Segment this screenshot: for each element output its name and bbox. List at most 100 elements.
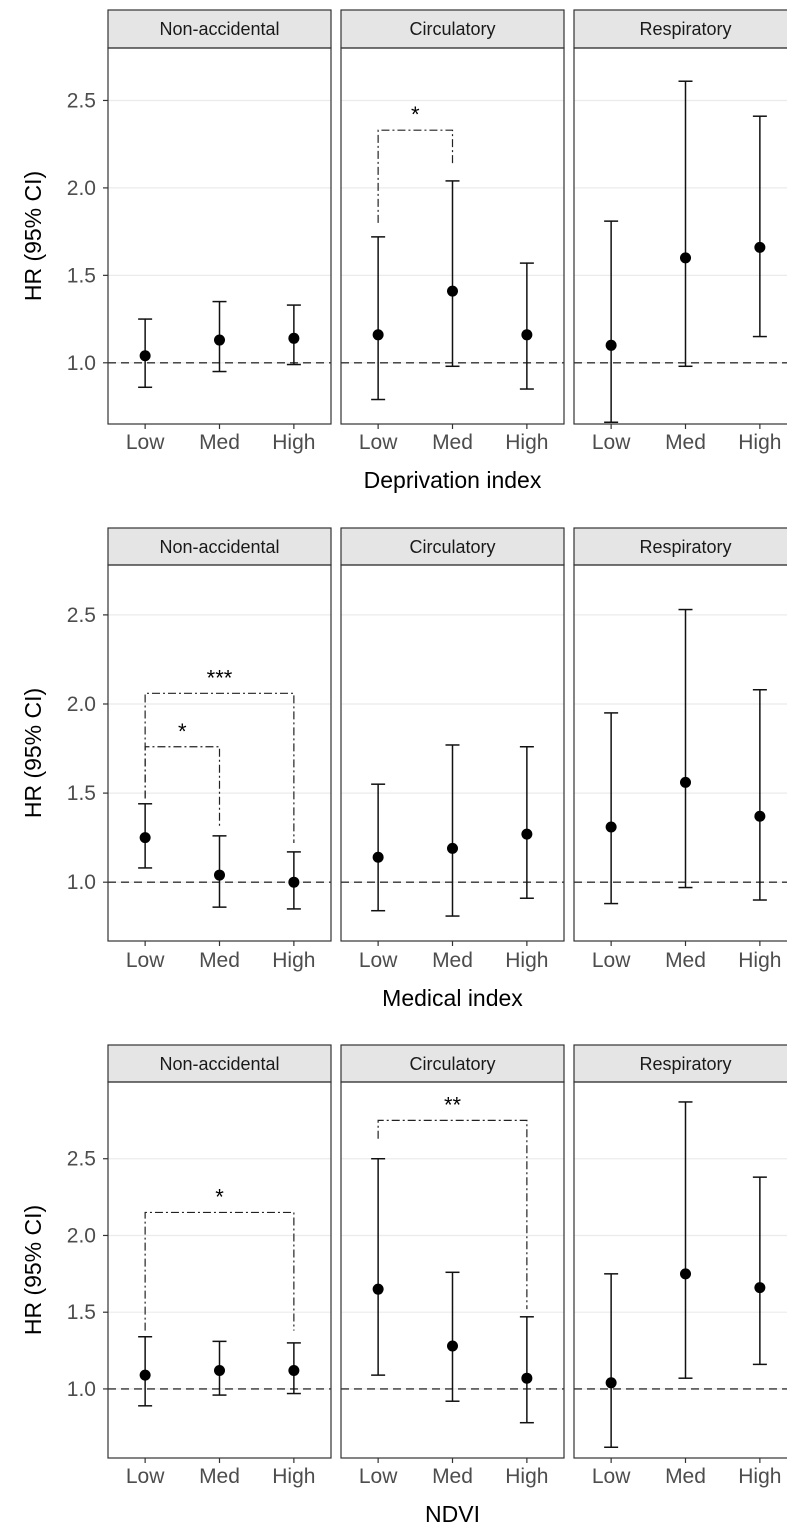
x-tick-label: Med [665, 431, 706, 454]
x-tick-label: Med [199, 431, 240, 454]
facet-title: Circulatory [409, 1054, 495, 1074]
x-axis-title: Medical index [382, 985, 523, 1011]
facet-title: Circulatory [409, 19, 495, 39]
y-axis-title: HR (95% CI) [20, 688, 46, 818]
facet-title: Respiratory [639, 1054, 731, 1074]
x-tick-label: Low [359, 1465, 398, 1488]
point-estimate [288, 332, 300, 344]
x-tick-label: Low [592, 949, 631, 972]
point-estimate [447, 1340, 458, 1352]
significance-label: ** [444, 1092, 462, 1117]
facet-title: Non-accidental [159, 537, 279, 557]
point-estimate [521, 828, 533, 840]
point-estimate [447, 285, 458, 297]
x-tick-label: High [505, 949, 548, 972]
significance-bracket [377, 1119, 528, 1310]
panel-border [573, 564, 787, 942]
point-estimate [605, 821, 617, 833]
facet-strip [573, 1044, 787, 1083]
x-tick-label: Low [126, 1465, 165, 1488]
point-estimate [372, 851, 384, 863]
point-estimate [139, 832, 151, 844]
point-estimate [214, 1365, 225, 1377]
y-tick-label: 2.0 [67, 177, 96, 200]
point-estimate [605, 339, 617, 351]
facet-strip [107, 9, 332, 49]
y-axis-title: HR (95% CI) [20, 171, 46, 301]
facet-title: Respiratory [639, 537, 731, 557]
significance-label: * [178, 719, 187, 744]
significance-bracket [144, 692, 295, 843]
y-tick-label: 1.0 [67, 1378, 96, 1401]
point-estimate [521, 329, 533, 341]
significance-bracket [144, 1211, 295, 1331]
point-estimate [288, 1365, 300, 1377]
point-estimate [605, 1377, 617, 1389]
facet-title: Respiratory [639, 19, 731, 39]
x-tick-label: Low [359, 431, 398, 454]
point-estimate [288, 876, 300, 888]
x-axis-title: NDVI [425, 1501, 480, 1527]
x-tick-label: Med [432, 1465, 473, 1488]
y-tick-label: 1.5 [67, 782, 96, 805]
y-tick-label: 2.5 [67, 604, 96, 627]
significance-label: * [411, 102, 420, 127]
point-estimate [754, 241, 766, 253]
x-tick-label: Low [126, 949, 165, 972]
x-tick-label: Med [199, 949, 240, 972]
significance-label: * [215, 1184, 224, 1209]
point-estimate [372, 329, 384, 341]
point-estimate [754, 1282, 766, 1294]
significance-label: *** [207, 665, 233, 690]
significance-bracket [144, 746, 221, 829]
facet-strip [573, 9, 787, 49]
y-tick-label: 1.0 [67, 352, 96, 375]
y-tick-label: 2.5 [67, 1148, 96, 1171]
x-tick-label: High [738, 949, 781, 972]
point-estimate [139, 1369, 151, 1381]
point-estimate [754, 810, 766, 822]
point-estimate [680, 776, 691, 788]
point-estimate [521, 1372, 533, 1384]
panel-border [573, 47, 787, 425]
x-tick-label: Low [359, 949, 398, 972]
x-tick-label: High [505, 431, 548, 454]
x-tick-label: High [738, 1465, 781, 1488]
x-tick-label: High [272, 1465, 315, 1488]
x-tick-label: Low [592, 1465, 631, 1488]
x-tick-label: High [272, 949, 315, 972]
point-estimate [680, 1268, 691, 1280]
x-tick-label: Low [126, 431, 165, 454]
y-tick-label: 2.0 [67, 693, 96, 716]
point-estimate [680, 252, 691, 264]
x-tick-label: Med [432, 949, 473, 972]
x-tick-label: Med [665, 1465, 706, 1488]
point-estimate [214, 334, 225, 346]
x-tick-label: Med [199, 1465, 240, 1488]
x-tick-label: High [738, 431, 781, 454]
y-tick-label: 1.5 [67, 264, 96, 287]
panel-border [107, 1081, 332, 1459]
y-tick-label: 1.5 [67, 1301, 96, 1324]
y-axis-title: HR (95% CI) [20, 1205, 46, 1335]
point-estimate [447, 842, 458, 854]
facet-strip [107, 1044, 332, 1083]
x-tick-label: Med [432, 431, 473, 454]
x-tick-label: High [505, 1465, 548, 1488]
facet-title: Circulatory [409, 537, 495, 557]
x-axis-title: Deprivation index [364, 467, 542, 493]
point-estimate [214, 869, 225, 881]
x-tick-label: High [272, 431, 315, 454]
x-tick-label: Med [665, 949, 706, 972]
panel-border [573, 1081, 787, 1459]
facet-title: Non-accidental [159, 19, 279, 39]
facet-title: Non-accidental [159, 1054, 279, 1074]
y-tick-label: 2.0 [67, 1224, 96, 1247]
x-tick-label: Low [592, 431, 631, 454]
point-estimate [139, 350, 151, 362]
significance-bracket [377, 129, 454, 223]
point-estimate [372, 1283, 384, 1295]
facet-strip [107, 527, 332, 566]
y-tick-label: 1.0 [67, 871, 96, 894]
